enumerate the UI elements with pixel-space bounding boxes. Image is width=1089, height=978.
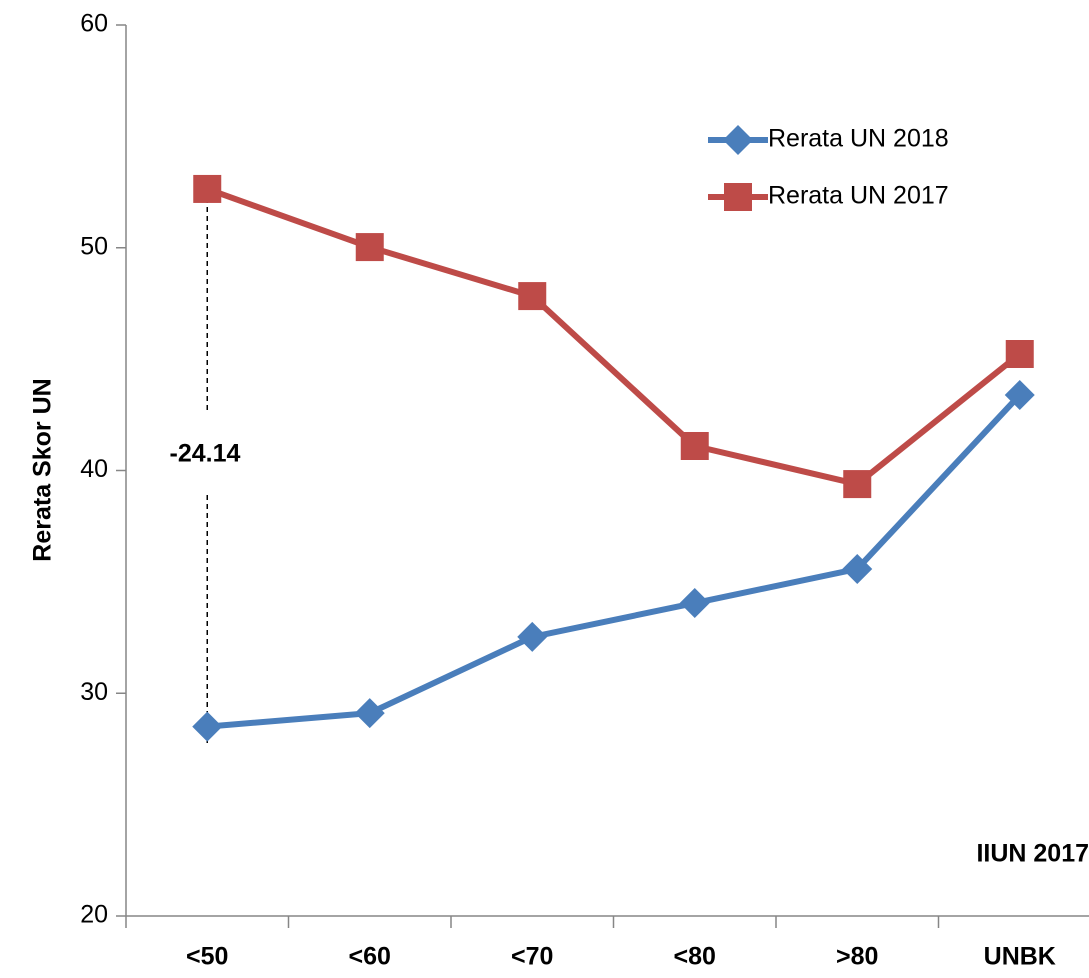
series-line <box>206 186 1022 488</box>
annotation: -24.14 <box>170 440 241 468</box>
y-tick-label: 50 <box>80 232 108 260</box>
marker <box>354 698 385 729</box>
marker <box>192 711 223 742</box>
marker <box>679 588 710 619</box>
marker <box>723 125 753 155</box>
y-tick-label: 20 <box>80 901 108 929</box>
series-line <box>207 392 1022 730</box>
annotation: IIUN 2017 <box>976 840 1089 868</box>
y-tick-label: 60 <box>80 10 108 38</box>
y-tick-label: 40 <box>80 455 108 483</box>
x-tick-label: <50 <box>186 943 228 971</box>
x-tick-label: UNBK <box>984 943 1056 971</box>
y-tick-label: 30 <box>80 678 108 706</box>
marker <box>724 183 752 211</box>
x-tick-label: <70 <box>511 943 553 971</box>
marker <box>842 553 873 584</box>
legend-label: Rerata UN 2018 <box>768 125 949 153</box>
marker <box>193 174 222 203</box>
x-tick-label: <60 <box>349 943 391 971</box>
y-axis-label: Rerata Skor UN <box>29 378 57 561</box>
marker <box>517 621 548 652</box>
marker <box>1004 379 1035 410</box>
x-tick-label: >80 <box>836 943 878 971</box>
marker <box>1005 340 1034 369</box>
x-tick-label: <80 <box>674 943 716 971</box>
marker <box>843 470 872 499</box>
marker <box>518 282 547 311</box>
marker <box>680 431 709 460</box>
legend-label: Rerata UN 2017 <box>768 182 949 210</box>
marker <box>355 233 384 262</box>
